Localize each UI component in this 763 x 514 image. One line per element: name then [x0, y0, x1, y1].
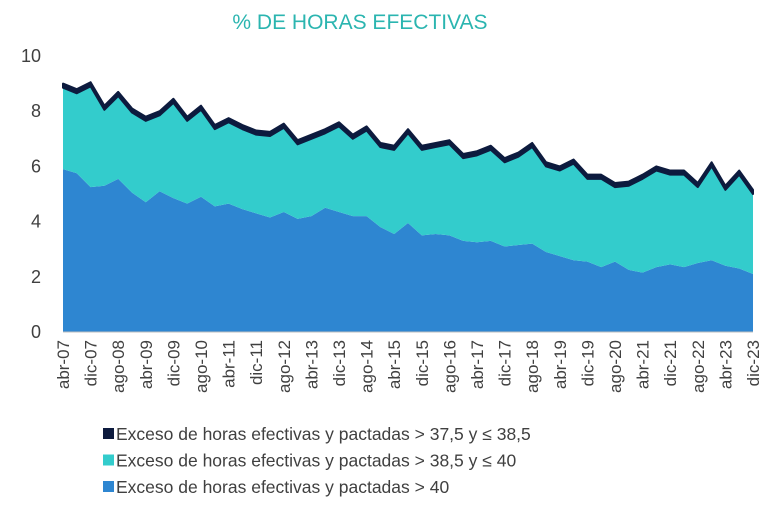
y-tick-label: 0 — [31, 322, 41, 342]
x-tick-label: abr-17 — [468, 340, 487, 389]
x-tick-label: ago-12 — [275, 340, 294, 393]
x-tick-label: abr-07 — [54, 340, 73, 389]
x-tick-label: ago-10 — [192, 340, 211, 393]
x-tick-label: dic-09 — [164, 340, 183, 386]
x-tick-label: abr-13 — [302, 340, 321, 389]
area — [63, 169, 753, 332]
x-tick-label: ago-20 — [606, 340, 625, 393]
x-tick-label: abr-15 — [385, 340, 404, 389]
x-tick-label: abr-21 — [634, 340, 653, 389]
y-tick-label: 6 — [31, 156, 41, 176]
y-tick-label: 10 — [21, 46, 41, 66]
x-tick-label: ago-18 — [523, 340, 542, 393]
legend-label: Exceso de horas efectivas y pactadas > 3… — [116, 424, 531, 444]
legend-label: Exceso de horas efectivas y pactadas > 3… — [116, 451, 516, 471]
x-tick-label: abr-19 — [551, 340, 570, 389]
x-tick-label: abr-11 — [220, 340, 239, 388]
legend-marker — [103, 428, 114, 439]
x-tick-label: dic-23 — [744, 340, 763, 386]
area — [63, 86, 753, 275]
area — [62, 81, 754, 195]
x-tick-label: ago-14 — [358, 340, 377, 393]
legend-marker — [103, 481, 114, 492]
legend-label: Exceso de horas efectivas y pactadas > 4… — [116, 477, 449, 497]
x-tick-label: ago-22 — [689, 340, 708, 393]
y-tick-label: 2 — [31, 267, 41, 287]
x-tick-label: dic-15 — [413, 340, 432, 386]
legend-marker — [103, 454, 114, 466]
x-tick-label: dic-19 — [578, 340, 597, 386]
x-tick-label: abr-23 — [716, 340, 735, 389]
x-tick-label: dic-11 — [247, 340, 266, 385]
x-tick-label: dic-07 — [82, 340, 101, 386]
y-tick-label: 8 — [31, 101, 41, 121]
x-tick-label: dic-21 — [661, 340, 680, 386]
x-tick-label: ago-16 — [440, 340, 459, 393]
chart-title: % DE HORAS EFECTIVAS — [232, 11, 487, 34]
x-tick-label: abr-09 — [137, 340, 156, 389]
x-tick-label: dic-13 — [330, 340, 349, 386]
y-tick-label: 4 — [31, 212, 41, 232]
x-tick-label: dic-17 — [496, 340, 515, 386]
x-tick-label: ago-08 — [109, 340, 128, 393]
